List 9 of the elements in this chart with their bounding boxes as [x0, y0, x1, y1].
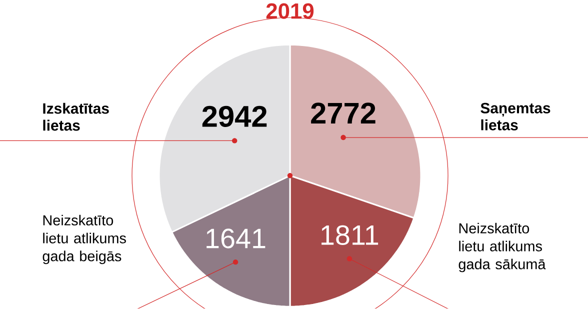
slice-label: Izskatītas lietas: [43, 103, 109, 131]
slice-label: Neizskatīto lietu atlikums gada beigās: [42, 215, 126, 264]
data-label: 2942: [202, 106, 267, 128]
data-label: 1641: [206, 228, 266, 249]
data-label: 2772: [311, 102, 376, 124]
chart-title: 2019: [266, 4, 314, 20]
slice-label: Saņemtas lietas: [480, 103, 550, 131]
data-label: 1811: [322, 225, 378, 246]
slice-label: Neizskatīto lietu atlikums gada sākumā: [458, 223, 546, 272]
